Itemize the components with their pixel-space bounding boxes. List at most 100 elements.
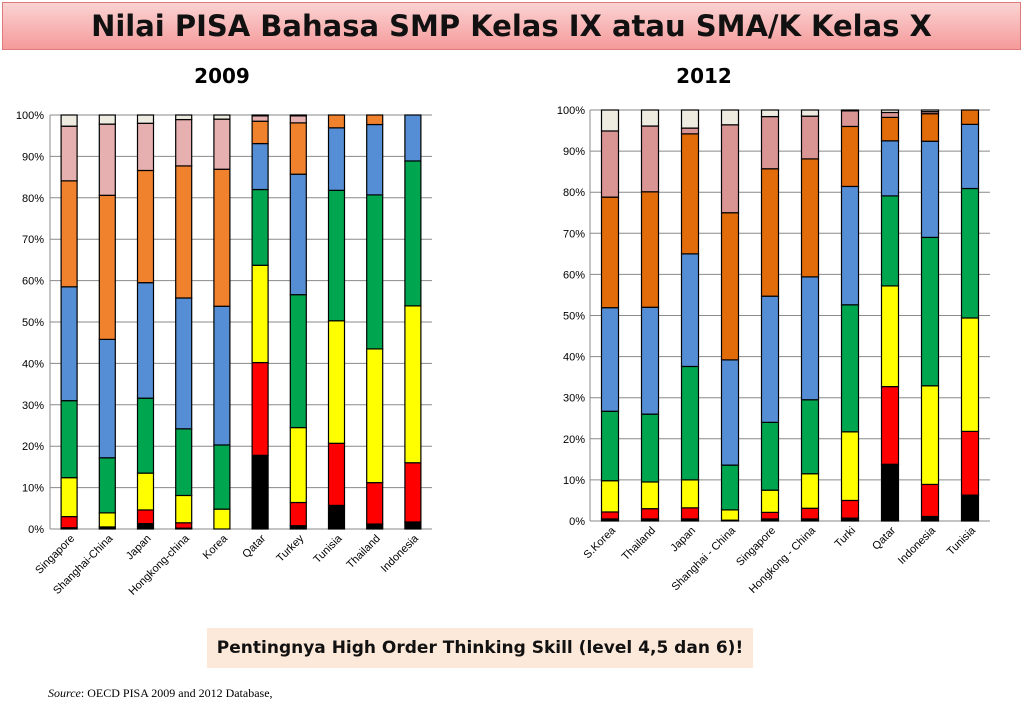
bar-segment-2012-7-7 — [880, 109, 900, 114]
bar-segment-2012-8-3 — [920, 236, 940, 387]
bar-segment-2012-4-4 — [760, 295, 780, 423]
bar-segment-2012-5-6 — [800, 115, 820, 160]
bar-segment-2009-2-2 — [136, 472, 155, 511]
bar-segment-2009-6-2 — [289, 426, 307, 504]
callout-box: Pentingnya High Order Thinking Skill (le… — [207, 628, 753, 668]
bar-segment-2009-0-2 — [60, 477, 78, 518]
bar-segment-2012-9-5 — [960, 109, 980, 125]
bar-segment-2012-4-1 — [760, 511, 780, 520]
bar-segment-2009-4-5 — [213, 168, 231, 307]
bar-segment-2009-6-7 — [289, 114, 307, 117]
bar-segment-2012-3-7 — [720, 109, 740, 126]
category-label-2009-2: Japan — [124, 533, 154, 563]
bar-segment-2012-5-3 — [800, 399, 820, 475]
bar-segment-2012-4-3 — [760, 421, 780, 491]
bar-segment-2009-8-2 — [366, 348, 384, 484]
y-tick-label-2009-1: 10% — [22, 483, 44, 495]
source-note: Source: OECD PISA 2009 and 2012 Database… — [48, 686, 273, 701]
bar-segment-2009-2-5 — [136, 169, 155, 284]
bar-segment-2009-8-3 — [366, 194, 384, 350]
bar-segment-2012-2-5 — [680, 133, 700, 255]
y-tick-label-2009-3: 30% — [22, 400, 44, 412]
bar-segment-2009-1-4 — [98, 338, 116, 459]
bar-segment-2012-3-6 — [720, 124, 740, 214]
callout-text: Pentingnya High Order Thinking Skill (le… — [216, 638, 744, 658]
bar-segment-2012-8-5 — [920, 113, 940, 142]
bar-segment-2012-1-3 — [640, 413, 660, 483]
bar-segment-2012-5-1 — [800, 507, 820, 520]
y-tick-label-2012-7: 70% — [563, 228, 585, 240]
bar-segment-2009-2-4 — [136, 282, 155, 399]
category-label-2012-0: S.Korea — [582, 524, 619, 561]
bar-segment-2012-2-7 — [680, 109, 700, 129]
category-label-2009-8: Thailand — [344, 533, 382, 571]
chart-2009: 0%10%20%30%40%50%60%70%80%90%100%Singapo… — [16, 110, 432, 598]
bar-segment-2012-4-7 — [760, 109, 780, 118]
y-tick-label-2012-9: 90% — [563, 146, 585, 158]
bar-segment-2009-1-3 — [98, 457, 116, 514]
bar-segment-2012-6-1 — [840, 499, 860, 519]
bar-segment-2009-8-1 — [366, 482, 384, 525]
bar-segment-2012-7-4 — [880, 140, 900, 197]
y-tick-label-2009-6: 60% — [22, 276, 44, 288]
bar-segment-2012-2-4 — [680, 253, 700, 368]
y-tick-label-2012-4: 40% — [563, 352, 585, 364]
bar-segment-2012-8-2 — [920, 385, 940, 486]
bar-segment-2012-2-6 — [680, 127, 700, 135]
bar-segment-2009-3-3 — [175, 428, 193, 497]
category-label-2009-4: Korea — [201, 532, 231, 562]
bar-segment-2009-3-5 — [175, 165, 193, 299]
bar-segment-2009-6-5 — [289, 122, 307, 175]
bar-segment-2012-8-4 — [920, 140, 940, 239]
bar-segment-2012-0-3 — [600, 410, 620, 482]
bar-segment-2012-4-6 — [760, 115, 780, 170]
bar-segment-2009-0-4 — [60, 286, 78, 402]
bar-segment-2009-5-5 — [251, 120, 269, 145]
bar-segment-2012-0-2 — [600, 480, 620, 513]
bar-segment-2012-7-6 — [880, 111, 900, 118]
bar-segment-2009-9-0 — [404, 521, 422, 530]
bar-segment-2012-4-5 — [760, 168, 780, 297]
chart-2012-title: 2012 — [676, 64, 732, 88]
bar-segment-2012-5-5 — [800, 158, 820, 278]
bar-segment-2012-1-4 — [640, 306, 660, 415]
bar-segment-2009-2-1 — [136, 509, 155, 525]
bar-segment-2012-3-4 — [720, 359, 740, 466]
category-label-2009-9: Indonesia — [379, 532, 422, 575]
chart-2012: 0% 10% 20% 30% 40% 50% 60% 70% 80% 90% 100% S.Korea… — [557, 105, 990, 596]
bar-segment-2012-8-7 — [920, 109, 940, 113]
bar-segment-2009-5-2 — [251, 264, 269, 364]
bar-segment-2012-6-2 — [840, 431, 860, 502]
y-tick-label-2012-2: 20% — [563, 434, 585, 446]
bar-segment-2009-5-0 — [251, 454, 269, 530]
bar-segment-2009-0-6 — [60, 125, 78, 182]
bar-segment-2012-0-5 — [600, 196, 620, 309]
bar-segment-2012-6-4 — [840, 185, 860, 306]
bar-segment-2009-9-3 — [404, 160, 422, 307]
bar-segment-2012-9-1 — [960, 430, 980, 496]
slide-title: Nilai PISA Bahasa SMP Kelas IX atau SMA/… — [91, 9, 932, 43]
bar-segment-2009-7-0 — [327, 504, 346, 530]
category-label-2012-5: Hongkong - China — [747, 524, 819, 596]
bar-segment-2012-5-2 — [800, 473, 820, 509]
y-tick-label-2009-2: 20% — [22, 441, 44, 453]
bar-segment-2009-1-5 — [98, 194, 116, 340]
bar-segment-2009-3-7 — [175, 114, 193, 121]
category-label-2012-6: Turki — [833, 525, 858, 550]
y-tick-label-2012-3: 30% — [563, 393, 585, 405]
bar-segment-2009-2-0 — [136, 523, 155, 530]
bar-segment-2012-7-5 — [880, 116, 900, 142]
bar-segment-2012-0-4 — [600, 307, 620, 412]
bar-segment-2009-4-4 — [213, 305, 231, 446]
bar-segment-2012-8-1 — [920, 483, 940, 518]
source-label: Source — [48, 686, 81, 700]
bar-segment-2012-2-1 — [680, 507, 700, 520]
bar-segment-2009-6-1 — [289, 501, 307, 527]
bar-segment-2012-1-2 — [640, 481, 660, 510]
bar-segment-2012-7-0 — [880, 463, 900, 522]
bar-segment-2012-9-3 — [960, 187, 980, 319]
bar-segment-2009-5-3 — [251, 188, 269, 266]
bar-segment-2009-3-4 — [175, 297, 193, 430]
bar-segment-2009-5-6 — [251, 115, 269, 122]
category-label-2009-5: Qatar — [240, 532, 268, 560]
